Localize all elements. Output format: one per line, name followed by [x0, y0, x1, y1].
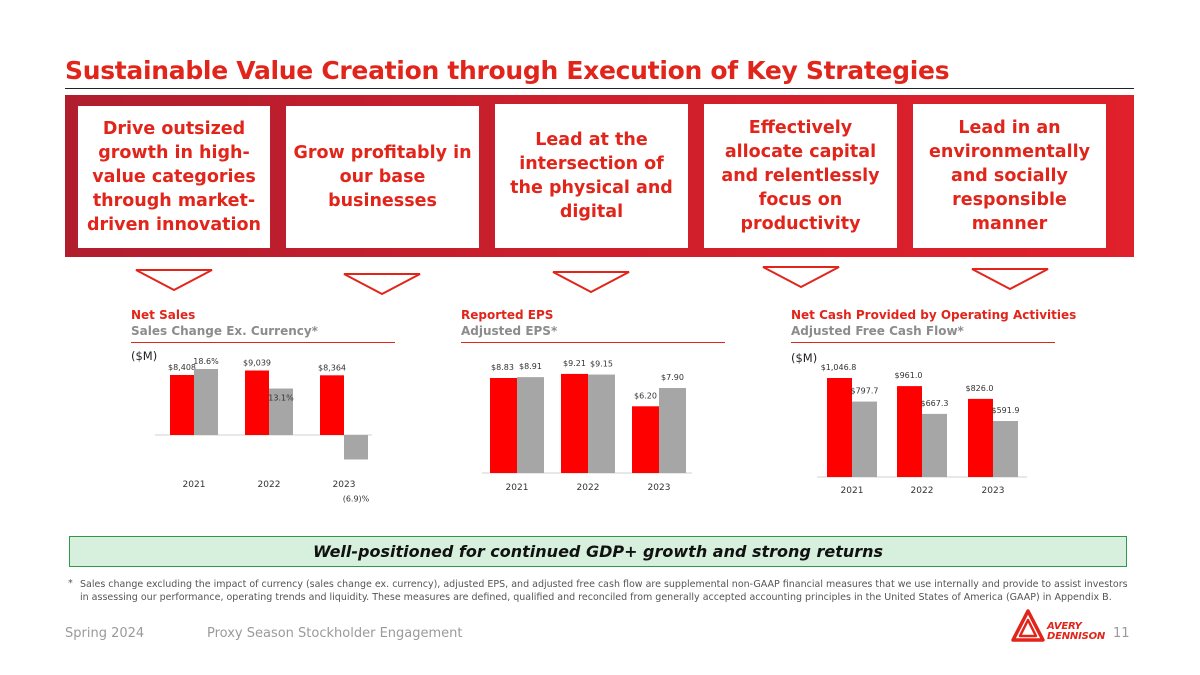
cash-chart-rule [791, 342, 1055, 343]
cash-unit-label: ($M) [791, 351, 818, 365]
footer-date: Spring 2024 [65, 626, 145, 641]
logo-wordmark: AVERY DENNISON [1047, 622, 1105, 642]
category-label: 2023 [982, 486, 1005, 496]
down-arrow-icon [552, 271, 630, 294]
bar-secondary [852, 401, 877, 477]
data-label: $961.0 [895, 371, 923, 380]
logo-line-2: DENNISON [1047, 631, 1106, 642]
sales-chart-title: Net Sales [131, 308, 196, 322]
bar-secondary [659, 388, 686, 473]
category-label: 2023 [648, 483, 671, 493]
bar-secondary [993, 421, 1018, 477]
bar-primary [632, 406, 659, 473]
bar-secondary [194, 369, 218, 435]
data-label: $667.3 [921, 399, 949, 408]
data-label: $7.90 [661, 373, 684, 382]
data-label: $8,408 [168, 363, 196, 372]
footnote: Sales change excluding the impact of cur… [80, 579, 1128, 603]
data-label: $9,039 [243, 358, 271, 367]
sales-chart-subtitle: Sales Change Ex. Currency* [131, 324, 318, 338]
data-label: $9.15 [590, 360, 613, 369]
footer-event: Proxy Season Stockholder Engagement [207, 626, 463, 641]
page-title: Sustainable Value Creation through Execu… [65, 56, 950, 85]
down-arrow-icon [135, 269, 213, 292]
bar-primary [170, 375, 194, 435]
bar-primary [561, 373, 588, 473]
strategy-box-2: Grow profitably in our base businesses [286, 106, 479, 248]
data-label: $8,364 [318, 363, 346, 372]
bar-secondary [517, 377, 544, 473]
title-divider [65, 88, 1134, 89]
data-label: $8.91 [519, 362, 542, 371]
strategy-box-5: Lead in an environmentally and socially … [913, 104, 1106, 248]
data-label: $6.20 [634, 391, 657, 400]
eps-chart: $8.83 $8.91 2021 $9.21 $9.15 2022 $6.20 $7.90 20… [482, 359, 692, 493]
data-label: $9.21 [563, 359, 586, 368]
page-number: 11 [1113, 626, 1130, 641]
data-label: $8.83 [491, 363, 514, 372]
category-label: 2021 [506, 483, 529, 493]
eps-chart-subtitle: Adjusted EPS* [461, 324, 558, 338]
data-label: $826.0 [966, 384, 994, 393]
eps-chart-title: Reported EPS [461, 308, 554, 322]
data-label: 13.1% [268, 394, 294, 403]
bar-secondary [922, 413, 947, 477]
category-label: 2021 [841, 486, 864, 496]
eps-chart-header: Reported EPS Adjusted EPS* [461, 308, 557, 338]
bar-primary [320, 375, 344, 435]
footnote-marker: * [68, 578, 73, 589]
bar-secondary [588, 374, 615, 473]
key-message-banner: Well-positioned for continued GDP+ growt… [69, 536, 1127, 567]
bar-primary [490, 378, 517, 473]
category-label: 2022 [911, 486, 934, 496]
bar-primary [968, 398, 993, 477]
bar-primary [827, 378, 852, 477]
cash-chart-subtitle: Adjusted Free Cash Flow* [791, 324, 964, 338]
sales-unit-label: ($M) [131, 349, 158, 363]
down-arrow-icon [343, 273, 421, 296]
category-label: 2021 [183, 480, 206, 490]
strategy-box-4: Effectively allocate capital and relentl… [704, 104, 897, 248]
strategy-box-3: Lead at the intersection of the physical… [495, 104, 688, 248]
down-arrow-icon [762, 266, 840, 289]
cash-chart-title: Net Cash Provided by Operating Activitie… [791, 308, 1077, 322]
avery-dennison-logo-icon [1011, 609, 1045, 642]
bar-secondary [344, 435, 368, 460]
strategy-box-1: Drive outsized growth in high-value cate… [78, 106, 270, 248]
logo-line-1: AVERY [1047, 621, 1082, 632]
data-label: 18.6% [193, 357, 219, 366]
category-label: 2022 [258, 480, 281, 490]
bar-primary [897, 386, 922, 477]
bar-primary [245, 370, 269, 435]
sales-chart-rule [131, 342, 395, 343]
sales-chart-header: Net Sales Sales Change Ex. Currency* [131, 308, 318, 338]
data-label: $797.7 [851, 387, 879, 396]
down-arrow-icon [971, 268, 1049, 291]
data-label: $591.9 [992, 406, 1020, 415]
eps-chart-rule [461, 342, 725, 343]
cash-chart-header: Net Cash Provided by Operating Activitie… [791, 308, 1076, 338]
bar-secondary [269, 388, 293, 435]
data-label: $1,046.8 [821, 363, 857, 372]
category-label: 2022 [577, 483, 600, 493]
cash-flow-chart: $1,046.8 $797.7 2021 $961.0 $667.3 2022 $826.0… [817, 363, 1027, 496]
data-label: (6.9)% [343, 494, 370, 503]
category-label: 2023 [333, 480, 356, 490]
